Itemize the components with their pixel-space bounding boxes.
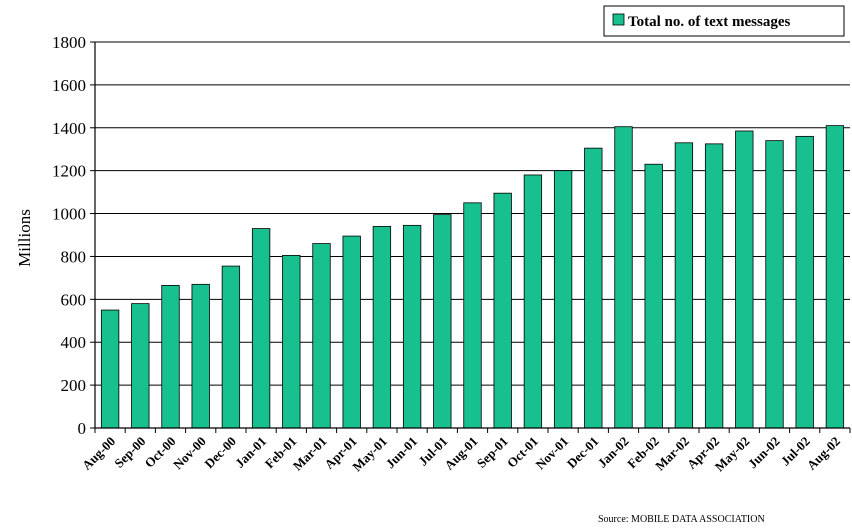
y-tick-label: 1600 <box>52 76 86 95</box>
x-tick-label: Dec-00 <box>201 434 239 472</box>
bar-nov-01 <box>553 170 573 429</box>
x-tick-label: Jan-02 <box>594 434 631 471</box>
bar-sep-00 <box>131 303 150 429</box>
bar-aug-00 <box>100 309 120 429</box>
bar-jun-02 <box>765 140 784 429</box>
x-tick-label: May-02 <box>712 434 753 475</box>
bar-dec-01 <box>584 147 603 429</box>
x-tick-label: Mar-01 <box>290 434 330 474</box>
x-tick-label: Jun-01 <box>383 434 421 472</box>
bars <box>100 125 845 429</box>
x-tick-label: Aug-00 <box>79 434 118 473</box>
bar-dec-00 <box>221 265 241 429</box>
bar-nov-00 <box>191 283 210 429</box>
x-axis-ticks: Aug-00Sep-00Oct-00Nov-00Dec-00Jan-01Feb-… <box>79 428 851 475</box>
y-tick-label: 1400 <box>52 119 86 138</box>
y-tick-label: 1000 <box>52 205 86 224</box>
bar-jan-02 <box>614 126 633 429</box>
bar-mar-02 <box>674 142 694 429</box>
bar-apr-02 <box>704 143 724 429</box>
x-tick-label: Aug-02 <box>804 434 843 473</box>
x-tick-label: Nov-01 <box>533 434 572 473</box>
bar-oct-01 <box>523 174 543 429</box>
x-tick-label: Jan-01 <box>232 434 269 471</box>
axes <box>94 42 850 429</box>
x-tick-label: Sep-01 <box>474 434 511 471</box>
x-tick-label: Jun-02 <box>745 434 783 472</box>
legend-label: Total no. of text messages <box>628 14 791 30</box>
bar-may-02 <box>735 130 754 429</box>
x-tick-label: Mar-02 <box>652 434 692 474</box>
bar-feb-01 <box>282 254 301 429</box>
source-note: Source: MOBILE DATA ASSOCIATION <box>598 514 765 525</box>
bar-sep-01 <box>493 192 512 429</box>
bar-aug-01 <box>463 202 482 429</box>
y-tick-label: 0 <box>78 419 87 438</box>
bar-jul-01 <box>433 214 452 429</box>
bar-oct-00 <box>161 284 180 429</box>
legend-swatch <box>612 13 625 26</box>
y-tick-label: 800 <box>61 247 87 266</box>
y-tick-label: 400 <box>61 333 87 352</box>
legend-box <box>603 5 845 37</box>
x-tick-label: Dec-01 <box>564 434 602 472</box>
bar-may-01 <box>372 226 392 429</box>
bar-jul-02 <box>795 135 814 429</box>
x-tick-label: Nov-00 <box>170 434 209 473</box>
x-tick-label: Sep-00 <box>111 434 148 471</box>
x-tick-label: Aug-01 <box>441 434 480 473</box>
bar-feb-02 <box>644 163 663 429</box>
bar-mar-01 <box>312 243 331 429</box>
y-tick-label: 200 <box>61 376 87 395</box>
y-tick-label: 1800 <box>52 33 86 52</box>
bar-apr-01 <box>342 235 361 429</box>
y-tick-label: 600 <box>61 290 87 309</box>
bar-jun-01 <box>402 224 422 429</box>
bar-aug-02 <box>825 125 845 429</box>
legend: Total no. of text messages <box>603 5 845 37</box>
y-axis-ticks: 0 200 400 600 800 1000 1200 1400 1600 1800 <box>52 33 95 438</box>
y-tick-label: 1200 <box>52 162 86 181</box>
bar-jan-01 <box>251 228 271 429</box>
x-tick-label: May-01 <box>349 434 390 475</box>
y-axis-label: Millions <box>15 209 34 267</box>
